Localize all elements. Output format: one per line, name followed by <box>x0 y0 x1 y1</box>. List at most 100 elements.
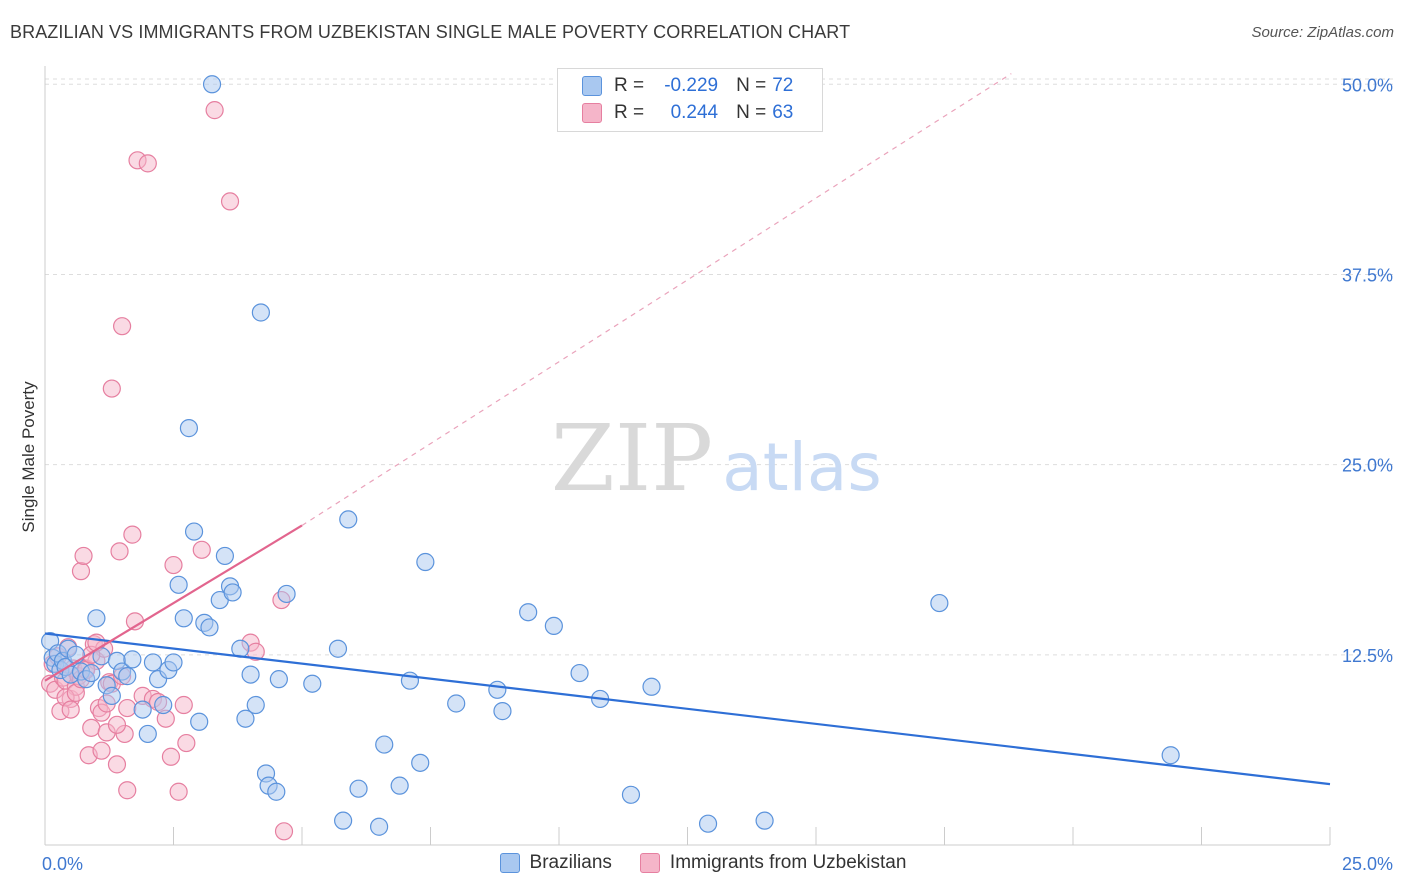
uzbekistan-point <box>107 755 127 774</box>
legend-r-value: 0.244 <box>670 102 719 123</box>
uzbekistan-point <box>161 747 181 766</box>
legend-item-uzbekistan: Immigrants from Uzbekistan <box>639 852 907 874</box>
y-tick-label: 37.5% <box>1342 265 1393 285</box>
y-tick-label: 12.5% <box>1342 646 1393 666</box>
uzbekistan-point <box>71 562 91 581</box>
uzbekistan-point <box>107 715 127 734</box>
brazilian-point <box>303 674 322 693</box>
brazilian-point <box>375 735 394 754</box>
uzbekistan-point <box>92 741 111 760</box>
legend-label-uzbekistan: Immigrants from Uzbekistan <box>669 852 907 873</box>
brazilian-point <box>154 695 173 715</box>
uzbekistan-point <box>169 782 188 801</box>
brazilian-point <box>133 700 152 719</box>
brazilian-point <box>164 653 183 672</box>
grid-lines <box>45 78 1395 656</box>
x-tick-label: 0.0% <box>42 854 83 874</box>
uzbekistan-point <box>164 555 183 575</box>
brazilian-point <box>246 695 265 715</box>
watermark-zip: ZIP <box>551 405 713 512</box>
brazilian-point <box>349 779 368 798</box>
uzbekistan-point <box>123 525 142 544</box>
legend-swatch-pink <box>582 103 602 123</box>
tick-labels: 12.5% 25.0% 37.5% 50.0% 0.0% 25.0% <box>42 75 1393 874</box>
brazilian-point <box>269 670 288 689</box>
brazilian-point <box>202 75 222 94</box>
uzbekistan-point <box>112 317 132 336</box>
brazilian-point <box>184 522 204 541</box>
brazilian-point <box>190 712 209 731</box>
brazilian-point <box>267 782 286 801</box>
brazilian-point <box>447 694 466 713</box>
brazilian-point <box>200 618 219 637</box>
legend-swatch-blue <box>499 853 520 873</box>
legend-row-uzbekistan: R = 0.244 N = 63 <box>582 101 793 125</box>
uzbekistan-point <box>118 698 137 718</box>
legend-r-value: -0.229 <box>664 75 719 96</box>
legend-n-value: 63 <box>772 102 794 123</box>
uzbekistan-point <box>102 379 121 398</box>
brazilian-point <box>755 811 774 830</box>
uzbekistan-trend-extension <box>301 73 1012 526</box>
brazilian-point <box>488 680 507 699</box>
brazilian-point <box>416 552 435 572</box>
uzbekistan-point <box>174 695 193 715</box>
brazilian-point <box>82 663 101 683</box>
brazilian-point <box>493 702 512 721</box>
x-tick-label: 25.0% <box>1342 854 1393 874</box>
brazilian-point <box>123 650 142 669</box>
watermark: ZIP atlas <box>551 405 882 512</box>
legend-swatch-blue <box>582 76 602 96</box>
brazilian-point <box>411 753 430 772</box>
brazilian-point <box>251 303 270 322</box>
legend-r-label: R = <box>614 75 645 96</box>
uzbekistan-point <box>118 781 137 800</box>
brazilian-point <box>370 817 389 836</box>
legend-n-label: N = <box>736 75 767 96</box>
uzbekistan-point <box>220 192 240 211</box>
axes <box>44 66 1331 846</box>
uzbekistan-point <box>205 101 224 120</box>
uzbekistan-point <box>82 718 101 737</box>
legend-swatch-pink <box>639 853 660 873</box>
brazilian-point <box>102 686 121 705</box>
brazilian-point <box>930 593 949 613</box>
brazilian-point <box>143 653 163 672</box>
brazilian-point <box>179 419 199 438</box>
brazilian-point <box>642 677 661 696</box>
y-axis-label: Single Male Poverty <box>19 381 38 533</box>
brazilian-point <box>169 575 188 594</box>
brazilian-trend-line <box>44 632 1331 786</box>
legend-item-brazilians: Brazilians <box>499 852 612 874</box>
trend-lines <box>44 73 1331 786</box>
uzbekistan-points <box>41 101 294 841</box>
brazilian-points <box>41 75 1180 836</box>
legend-label-brazilians: Brazilians <box>529 852 612 873</box>
brazilian-point <box>236 709 255 728</box>
uzbekistan-point <box>177 733 196 753</box>
brazilian-point <box>215 546 234 566</box>
uzbekistan-point <box>74 546 93 566</box>
brazilian-point <box>118 667 137 686</box>
brazilian-point <box>698 814 718 833</box>
uzbekistan-trend-line <box>44 524 303 682</box>
legend-r-label: R = <box>614 102 645 123</box>
brazilian-point <box>174 609 193 628</box>
brazilian-point <box>66 645 85 664</box>
brazilian-point <box>339 510 358 529</box>
uzbekistan-point <box>192 540 211 559</box>
legend-n-label: N = <box>736 102 767 123</box>
brazilian-point <box>519 603 538 622</box>
brazilian-point <box>544 616 563 636</box>
y-tick-label: 25.0% <box>1342 456 1393 476</box>
uzbekistan-point <box>274 822 294 841</box>
brazilian-point <box>241 665 260 684</box>
uzbekistan-point <box>138 154 157 173</box>
brazilian-point <box>334 811 353 830</box>
legend-n-value: 72 <box>772 75 794 96</box>
uzbekistan-point <box>61 700 80 719</box>
legend-row-brazilians: R = -0.229 N = 72 <box>582 74 793 98</box>
brazilian-point <box>138 724 157 744</box>
brazilian-point <box>223 583 242 602</box>
